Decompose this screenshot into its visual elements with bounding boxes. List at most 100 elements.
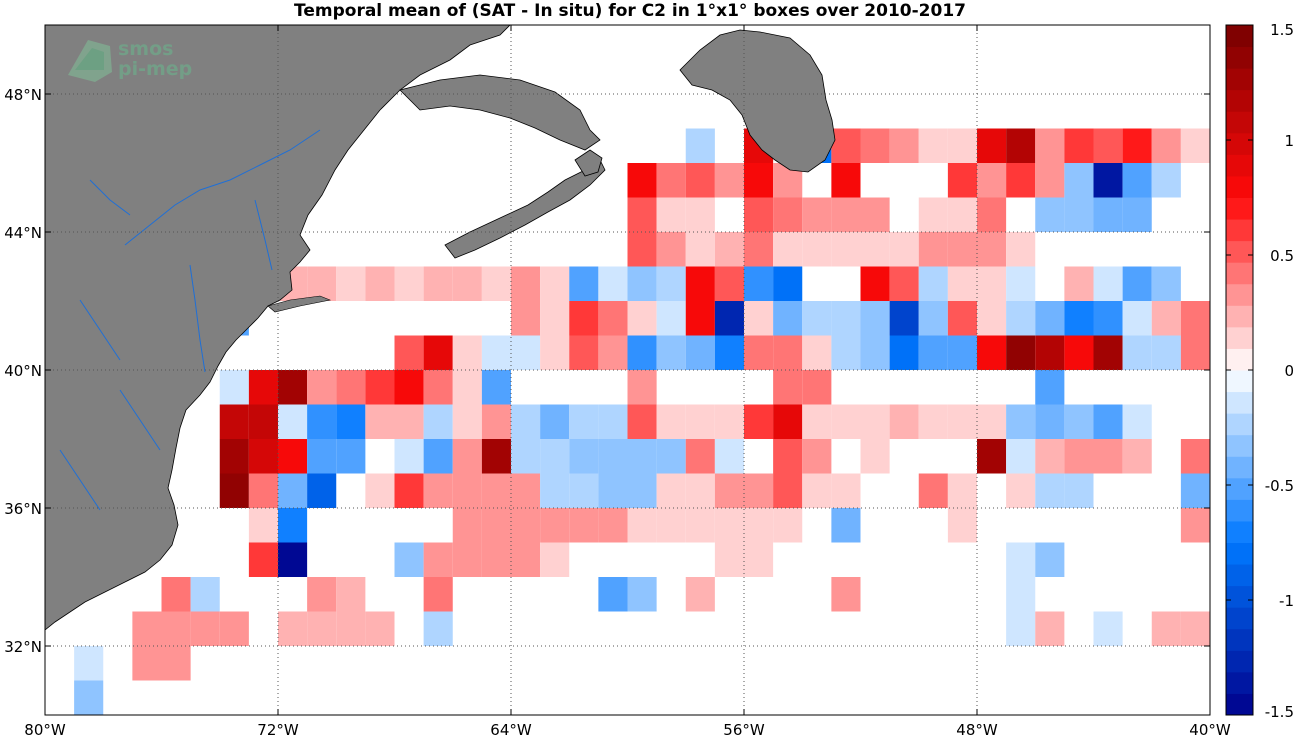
heatmap-cell: [1093, 266, 1123, 301]
heatmap-cell: [162, 715, 191, 738]
heatmap-cell: [598, 404, 628, 439]
heatmap-cell: [744, 266, 774, 301]
heatmap-cell: [860, 301, 890, 336]
colorbar: -1.5 -1 -0.5 0 0.5 1 1.5: [1225, 21, 1294, 721]
heatmap-cell: [336, 370, 366, 405]
colorbar-tick-label: 0: [1284, 362, 1294, 380]
colorbar-swatch: [1226, 283, 1253, 306]
heatmap-cell: [1035, 473, 1065, 508]
heatmap-cell: [248, 542, 278, 577]
heatmap-cell: [1006, 128, 1036, 163]
colorbar-tick-label: -1: [1279, 592, 1294, 610]
heatmap-cell: [394, 335, 424, 370]
heatmap-cell: [627, 335, 657, 370]
heatmap-cell: [1064, 163, 1094, 198]
heatmap-cell: [540, 508, 570, 543]
heatmap-cell: [889, 232, 919, 267]
heatmap-cell: [1035, 163, 1065, 198]
colorbar-swatch: [1226, 542, 1253, 565]
heatmap-cell: [714, 232, 744, 267]
heatmap-cell: [627, 473, 657, 508]
heatmap-cell: [569, 508, 599, 543]
heatmap-cell: [248, 439, 278, 474]
heatmap-cell: [831, 577, 861, 612]
heatmap-cell: [336, 577, 366, 612]
heatmap-cell: [307, 370, 337, 405]
heatmap-cell: [918, 473, 948, 508]
heatmap-cell: [1180, 301, 1210, 336]
x-axis-ticks: 80°W 72°W 64°W 56°W 48°W 40°W: [24, 25, 1231, 738]
colorbar-swatch: [1226, 370, 1253, 393]
y-tick-label: 44°N: [4, 224, 42, 242]
x-tick-label: 80°W: [24, 721, 66, 738]
heatmap-cell: [714, 404, 744, 439]
heatmap-cell: [1035, 301, 1065, 336]
heatmap-cell: [627, 508, 657, 543]
colorbar-swatch: [1226, 68, 1253, 91]
heatmap-cell: [773, 232, 803, 267]
river-b: [59, 449, 101, 511]
heatmap-cell: [1122, 197, 1152, 232]
colorbar-swatch: [1226, 671, 1253, 694]
river-c: [254, 199, 273, 271]
heatmap-cell: [1122, 335, 1152, 370]
heatmap-cell: [365, 473, 395, 508]
heatmap-cell: [714, 508, 744, 543]
heatmap-cell: [219, 439, 249, 474]
heatmap-cell: [452, 266, 482, 301]
heatmap-cell: [685, 197, 715, 232]
heatmap-cell: [598, 266, 628, 301]
heatmap-cell: [307, 266, 337, 301]
heatmap-cell: [1006, 404, 1036, 439]
colorbar-swatch: [1226, 25, 1253, 48]
colorbar-swatch: [1226, 693, 1253, 716]
heatmap-cell: [394, 473, 424, 508]
heatmap-cell: [307, 577, 337, 612]
heatmap-cell: [947, 335, 977, 370]
heatmap-cell: [423, 404, 453, 439]
heatmap-cell: [1035, 128, 1065, 163]
heatmap-cell: [802, 335, 832, 370]
heatmap-cell: [394, 542, 424, 577]
heatmap-cell: [744, 301, 774, 336]
colorbar-tick-label: -1.5: [1265, 703, 1294, 721]
heatmap-cell: [1180, 128, 1210, 163]
heatmap-cell: [685, 404, 715, 439]
heatmap-cell: [132, 611, 162, 646]
heatmap-cell: [1064, 128, 1094, 163]
colorbar-tick-label: 1: [1284, 132, 1294, 150]
heatmap-cell: [481, 473, 511, 508]
heatmap-cell: [918, 128, 948, 163]
heatmap-cell: [540, 335, 570, 370]
heatmap-cell: [423, 439, 453, 474]
heatmap-cell: [1006, 266, 1036, 301]
heatmap-cell: [685, 335, 715, 370]
colorbar-swatch: [1226, 197, 1253, 220]
heatmap-cell: [598, 473, 628, 508]
heatmap-cell: [1006, 439, 1036, 474]
heatmap-cell: [860, 232, 890, 267]
heatmap-cell: [278, 370, 308, 405]
heatmap-cell: [831, 508, 861, 543]
cape-breton-landmass: [574, 149, 603, 177]
colorbar-swatch: [1226, 219, 1253, 242]
heatmap-cell: [627, 439, 657, 474]
heatmap-cell: [685, 577, 715, 612]
colorbar-swatch: [1226, 132, 1253, 155]
heatmap-cell: [248, 404, 278, 439]
heatmap-cell: [540, 266, 570, 301]
heatmap-cell: [773, 197, 803, 232]
heatmap-cell: [1180, 335, 1210, 370]
heatmap-cell: [161, 646, 191, 681]
heatmap-cell: [831, 473, 861, 508]
heatmap-cell: [1122, 404, 1152, 439]
heatmap-cell: [685, 473, 715, 508]
heatmap-cell: [540, 404, 570, 439]
heatmap-cell: [511, 473, 541, 508]
heatmap-cell: [656, 266, 686, 301]
heatmap-cell: [860, 335, 890, 370]
heatmap-cell: [714, 542, 744, 577]
heatmap-cell: [947, 404, 977, 439]
heatmap-cell: [219, 473, 249, 508]
colorbar-tick-label: 1.5: [1270, 21, 1294, 39]
